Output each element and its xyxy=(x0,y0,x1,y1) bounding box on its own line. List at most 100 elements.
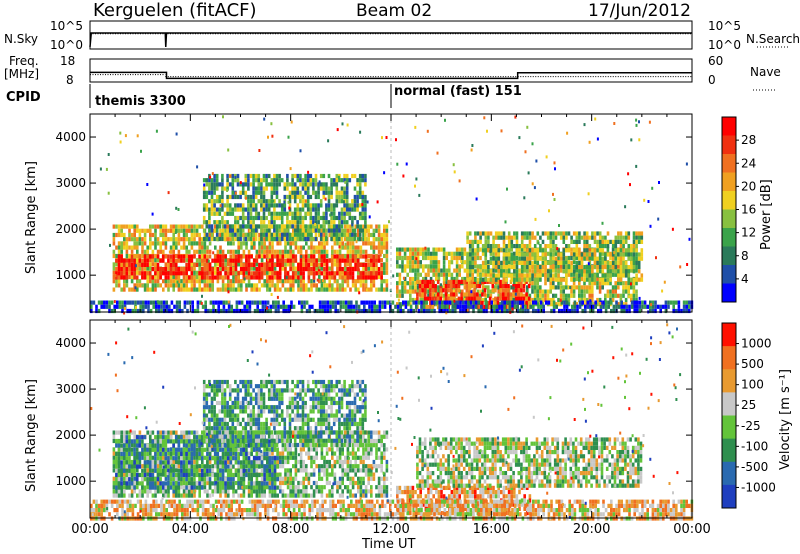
power-cell xyxy=(250,254,253,259)
power-point xyxy=(558,224,560,227)
power-cell xyxy=(351,283,355,288)
power-cell xyxy=(297,245,300,250)
power-cell xyxy=(369,271,373,276)
power-cell xyxy=(172,232,175,238)
power-cell xyxy=(346,228,350,233)
power-cell xyxy=(325,186,328,191)
power-cell xyxy=(520,260,524,265)
power-cell xyxy=(279,232,282,238)
power-point xyxy=(239,216,242,220)
power-cell xyxy=(227,224,230,229)
power-cell xyxy=(411,285,415,290)
power-cell xyxy=(364,279,368,284)
power-cell xyxy=(185,271,188,276)
power-cell xyxy=(245,262,248,267)
power-point xyxy=(134,264,137,268)
power-point xyxy=(445,311,448,315)
power-cell xyxy=(442,260,446,265)
power-cell xyxy=(299,182,302,187)
power-cell xyxy=(156,283,160,288)
power-cell xyxy=(315,258,318,263)
power-cell xyxy=(341,241,344,246)
power-cell xyxy=(435,300,439,305)
power-cell xyxy=(172,237,175,242)
power-cell xyxy=(424,276,428,282)
power-cell xyxy=(266,300,270,305)
power-cell xyxy=(481,244,485,249)
power-cell xyxy=(247,207,250,212)
power-cell xyxy=(172,241,175,246)
power-cell xyxy=(475,292,479,297)
power-cell xyxy=(455,260,459,265)
power-cell xyxy=(562,265,566,270)
power-cell xyxy=(443,308,447,314)
power-point xyxy=(351,223,354,227)
power-cell xyxy=(243,304,246,309)
power-cell xyxy=(307,271,311,276)
power-cell xyxy=(360,300,363,305)
power-cell xyxy=(169,279,173,284)
power-cell xyxy=(351,236,354,242)
power-cell xyxy=(531,297,534,303)
power-cell xyxy=(507,231,511,236)
power-point xyxy=(239,181,242,185)
power-cell xyxy=(221,283,225,288)
power-cell xyxy=(219,275,222,280)
power-cell xyxy=(492,251,495,256)
power-point xyxy=(566,131,569,135)
power-cell xyxy=(244,190,248,195)
power-cell xyxy=(562,297,565,303)
power-point xyxy=(596,137,599,141)
power-cell xyxy=(586,300,590,305)
velocity-cell xyxy=(115,430,118,435)
power-point xyxy=(499,309,501,313)
power-point xyxy=(512,286,515,290)
power-cell xyxy=(609,264,612,269)
power-cell xyxy=(578,304,582,309)
power-cell xyxy=(138,258,142,263)
power-cell xyxy=(291,224,294,229)
power-cell xyxy=(491,284,495,289)
power-cell xyxy=(278,224,281,229)
power-cell xyxy=(433,308,436,314)
power-cell xyxy=(549,273,553,278)
power-point xyxy=(107,191,110,195)
power-point xyxy=(587,192,590,196)
power-cell xyxy=(221,254,225,259)
power-cell xyxy=(460,296,463,301)
power-cell xyxy=(520,273,524,278)
power-cell xyxy=(575,268,578,273)
power-cell xyxy=(271,267,274,272)
power-cell xyxy=(108,300,111,305)
velocity-cell xyxy=(112,430,116,435)
power-cell xyxy=(361,194,365,200)
power-cell xyxy=(198,249,201,254)
power-cell xyxy=(195,232,199,238)
power-cell xyxy=(210,211,214,216)
power-cell xyxy=(252,224,255,229)
power-cell xyxy=(202,194,206,200)
power-cell xyxy=(604,304,608,309)
power-cell xyxy=(418,288,422,293)
power-cell xyxy=(481,289,485,294)
power-cell xyxy=(532,308,535,314)
power-cell xyxy=(468,288,471,293)
power-cell xyxy=(575,231,579,236)
power-cell xyxy=(604,239,607,244)
power-cell xyxy=(250,241,253,246)
power-cell xyxy=(632,252,636,257)
power-cell xyxy=(301,178,305,183)
power-cell xyxy=(167,237,170,242)
power-cell xyxy=(258,267,261,272)
power-cell xyxy=(533,277,537,282)
power-cell xyxy=(232,279,235,284)
power-cell xyxy=(267,203,271,208)
power-cell xyxy=(312,245,316,250)
power-cell xyxy=(432,251,435,256)
power-cell xyxy=(243,308,246,314)
power-cell xyxy=(502,239,506,244)
power-cell xyxy=(239,190,242,195)
power-cell xyxy=(383,241,386,246)
power-cell xyxy=(463,285,467,290)
power-cell xyxy=(155,308,158,314)
